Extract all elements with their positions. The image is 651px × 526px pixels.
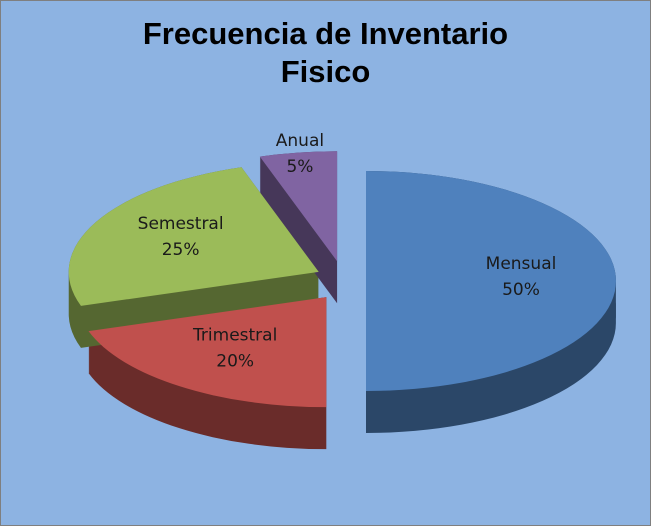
label-category: Mensual bbox=[486, 254, 557, 274]
label-value: 20% bbox=[216, 351, 254, 371]
label-value: 50% bbox=[502, 280, 540, 300]
data-label: Mensual 50% bbox=[486, 254, 557, 300]
slice bbox=[259, 151, 338, 262]
data-label: Trimestral 20% bbox=[192, 325, 277, 371]
data-label: Anual 5% bbox=[276, 131, 324, 177]
slice bbox=[88, 297, 327, 408]
data-label: Semestral 25% bbox=[138, 214, 224, 260]
slice bbox=[366, 171, 616, 391]
label-category: Semestral bbox=[138, 214, 224, 234]
label-value: 5% bbox=[286, 157, 313, 177]
chart-title: Frecuencia de Inventario Fisico bbox=[142, 16, 509, 89]
label-value: 25% bbox=[162, 240, 200, 260]
label-category: Trimestral bbox=[192, 325, 277, 345]
slice bbox=[68, 167, 319, 306]
label-category: Anual bbox=[276, 131, 324, 151]
